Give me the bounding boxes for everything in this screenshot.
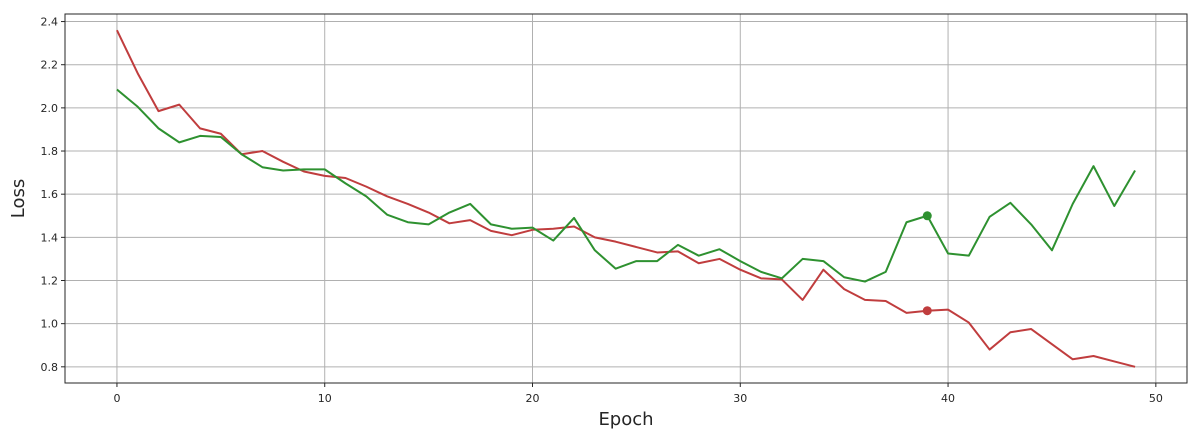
series-marker-1 [922,306,932,316]
series-layer [116,29,1136,368]
grid [65,14,1187,383]
x-tick-label: 40 [941,392,955,405]
series-line-2 [116,88,1136,283]
x-tick-label: 30 [733,392,747,405]
y-tick-label: 2.4 [41,16,59,29]
y-tick-label: 1.4 [41,231,59,244]
x-tick-label: 0 [113,392,120,405]
y-tick-label: 1.8 [41,145,59,158]
y-tick-label: 2.2 [41,59,59,72]
y-axis-title: Loss [8,179,29,218]
series-marker-2 [922,211,932,221]
x-tick-label: 50 [1149,392,1163,405]
y-tick-label: 0.8 [41,361,59,374]
plot-frame [64,13,1188,384]
y-tick-label: 1.6 [41,188,59,201]
x-axis-title: Epoch [598,409,653,429]
series-line-1 [116,29,1136,368]
x-tick-label: 10 [318,392,332,405]
y-tick-label: 1.2 [41,275,59,288]
x-tick-label: 20 [526,392,540,405]
ticks: 0 10 20 30 40 50 0.8 1.0 1.2 1.4 1.6 1.8 2.0 2.2 2.4 [41,16,1163,405]
y-tick-label: 1.0 [41,318,59,331]
y-tick-label: 2.0 [41,102,59,115]
